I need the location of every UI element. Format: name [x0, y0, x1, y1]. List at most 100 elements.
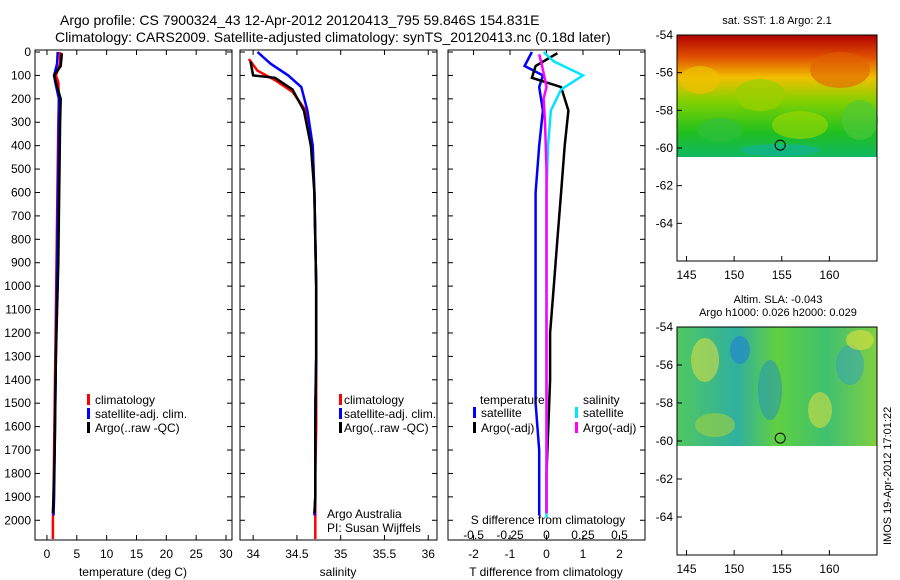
x-tick-label: 34.5	[285, 547, 309, 561]
t-difference-axis-ticks: -2 -1 0 1 2	[468, 50, 623, 561]
x-tick-label: 34	[246, 547, 260, 561]
series-line-satellite	[522, 51, 545, 516]
lon-tick-label: 155	[772, 562, 792, 576]
legend-swatch-climatology	[87, 394, 90, 405]
legend-climatology: climatology	[344, 393, 404, 407]
depth-axis-ticks: 0 100 200 300 400 500 600 700 800 900 1000 1100 1200…	[4, 45, 232, 527]
x-tick-label: 5	[73, 547, 80, 561]
x-tick-label: 0	[44, 547, 51, 561]
s-tick-label: 0	[543, 528, 550, 542]
lat-tick-label: -62	[656, 472, 674, 486]
sla-argo-marker	[774, 432, 786, 444]
legend-header-salinity: salinity	[583, 393, 620, 407]
legend-satellite: satellite-adj. clim.	[95, 407, 187, 421]
temperature-axis-ticks: 0 5 10 15 20 25 30	[44, 50, 233, 561]
salinity-lines	[247, 51, 318, 539]
temperature-xlabel: temperature (deg C)	[79, 565, 187, 579]
lat-tick-label: -56	[656, 358, 674, 372]
salinity-axis-ticks: 34 34.5 35 35.5 36	[246, 50, 435, 561]
salinity-y-ticks	[240, 51, 437, 521]
sst-map-lat-ticks: -54 -56 -58 -60 -62 -64	[656, 28, 682, 230]
legend-swatch-argo	[339, 422, 342, 433]
s-difference-xlabel: S difference from climatology	[471, 513, 626, 527]
depth-tick-label: 1000	[4, 279, 31, 293]
s-tick-label: 0.25	[571, 528, 595, 542]
sst-argo-marker	[774, 139, 786, 151]
lat-tick-label: -58	[656, 103, 674, 117]
figure-title-line2: Climatology: CARS2009. Satellite-adjuste…	[55, 29, 611, 45]
depth-tick-label: 600	[11, 185, 31, 199]
s-tick-label: -0.25	[496, 528, 524, 542]
legend-swatch-s-argo	[575, 422, 578, 433]
series-line-argo-raw-qc-	[51, 53, 64, 514]
lon-tick-label: 160	[819, 268, 839, 282]
depth-tick-label: 1600	[4, 420, 31, 434]
legend-header-temperature: temperature	[480, 393, 545, 407]
side-stamp: IMOS 19-Apr-2012 17:01:22	[882, 407, 894, 545]
lat-tick-label: -60	[656, 434, 674, 448]
legend-argo: Argo(..raw -QC)	[344, 421, 429, 435]
legend-climatology: climatology	[95, 393, 155, 407]
salinity-panel: 34 34.5 35 35.5 36 salinity climatology sate…	[239, 49, 438, 579]
temperature-panel: 0100200300400500600700800900100011001200…	[4, 45, 233, 579]
lat-tick-label: -60	[656, 141, 674, 155]
legend-swatch-satellite	[339, 408, 342, 419]
legend-satellite: satellite-adj. clim.	[344, 407, 436, 421]
s-difference-axis-ticks: -0.5 -0.25 0 0.25 0.5	[463, 528, 628, 542]
t-difference-xlabel: T difference from climatology	[469, 565, 623, 579]
legend-swatch-argo	[87, 422, 90, 433]
lat-tick-label: -62	[656, 179, 674, 193]
legend-s-satellite: satellite	[583, 406, 624, 420]
difference-lines	[522, 51, 586, 518]
sst-map-panel: sat. SST: 1.8 Argo: 2.1 -54-56-58-60-62-…	[656, 15, 878, 282]
x-tick-label: -2	[468, 547, 479, 561]
x-tick-label: 1	[580, 547, 587, 561]
sla-map-title-line1: Altim. SLA: -0.043	[734, 294, 823, 306]
x-tick-label: 10	[100, 547, 114, 561]
legend-t-satellite: satellite	[481, 406, 522, 420]
x-tick-label: 0	[543, 547, 550, 561]
depth-tick-label: 800	[11, 232, 31, 246]
lat-tick-label: -54	[656, 28, 674, 42]
sla-map-lat-ticks: -54 -56 -58 -60 -62 -64	[656, 320, 682, 524]
temperature-legend: climatology satellite-adj. clim. Argo(..…	[87, 393, 187, 435]
x-tick-label: 30	[219, 547, 233, 561]
lon-tick-label: 145	[677, 562, 697, 576]
difference-legend: temperature salinity satellite Argo(-adj…	[473, 393, 636, 435]
legend-swatch-satellite	[87, 408, 90, 419]
x-tick-label: 20	[160, 547, 174, 561]
series-line-salinity-satellite	[542, 51, 586, 518]
x-tick-label: 2	[616, 547, 623, 561]
annotation-argo-australia: Argo Australia	[327, 507, 402, 521]
depth-tick-label: 2000	[4, 513, 31, 527]
depth-tick-label: 100	[11, 68, 31, 82]
salinity-xlabel: salinity	[320, 565, 357, 579]
legend-t-argo: Argo(-adj)	[481, 421, 534, 435]
depth-tick-label: 1300	[4, 349, 31, 363]
series-line-climatology	[247, 58, 318, 539]
sst-map-title: sat. SST: 1.8 Argo: 2.1	[722, 15, 831, 27]
difference-panel: -2 -1 0 1 2 -0.5 -0.25 0 0.25 0.5 T difference f…	[447, 49, 646, 579]
depth-tick-label: 900	[11, 256, 31, 270]
lon-tick-label: 150	[724, 268, 744, 282]
series-line-argo-raw-qc-	[249, 61, 318, 514]
lat-tick-label: -64	[656, 510, 674, 524]
s-tick-label: -0.5	[463, 528, 484, 542]
annotation-pi: PI: Susan Wijffels	[327, 521, 421, 535]
legend-swatch-t-argo	[473, 422, 476, 433]
series-line-argo-adj-	[530, 52, 570, 514]
depth-tick-label: 1500	[4, 396, 31, 410]
depth-tick-label: 1100	[5, 303, 31, 317]
x-tick-label: -1	[505, 547, 516, 561]
lat-tick-label: -54	[656, 320, 674, 334]
depth-tick-label: 400	[11, 139, 31, 153]
sst-map-patches	[680, 52, 878, 156]
legend-swatch-s-satellite	[575, 407, 578, 418]
depth-tick-label: 0	[24, 45, 31, 59]
sla-map-title-line2: Argo h1000: 0.026 h2000: 0.029	[699, 307, 857, 319]
x-tick-label: 25	[190, 547, 204, 561]
legend-swatch-t-satellite	[473, 407, 476, 418]
x-tick-label: 15	[130, 547, 144, 561]
depth-tick-label: 1200	[4, 326, 31, 340]
